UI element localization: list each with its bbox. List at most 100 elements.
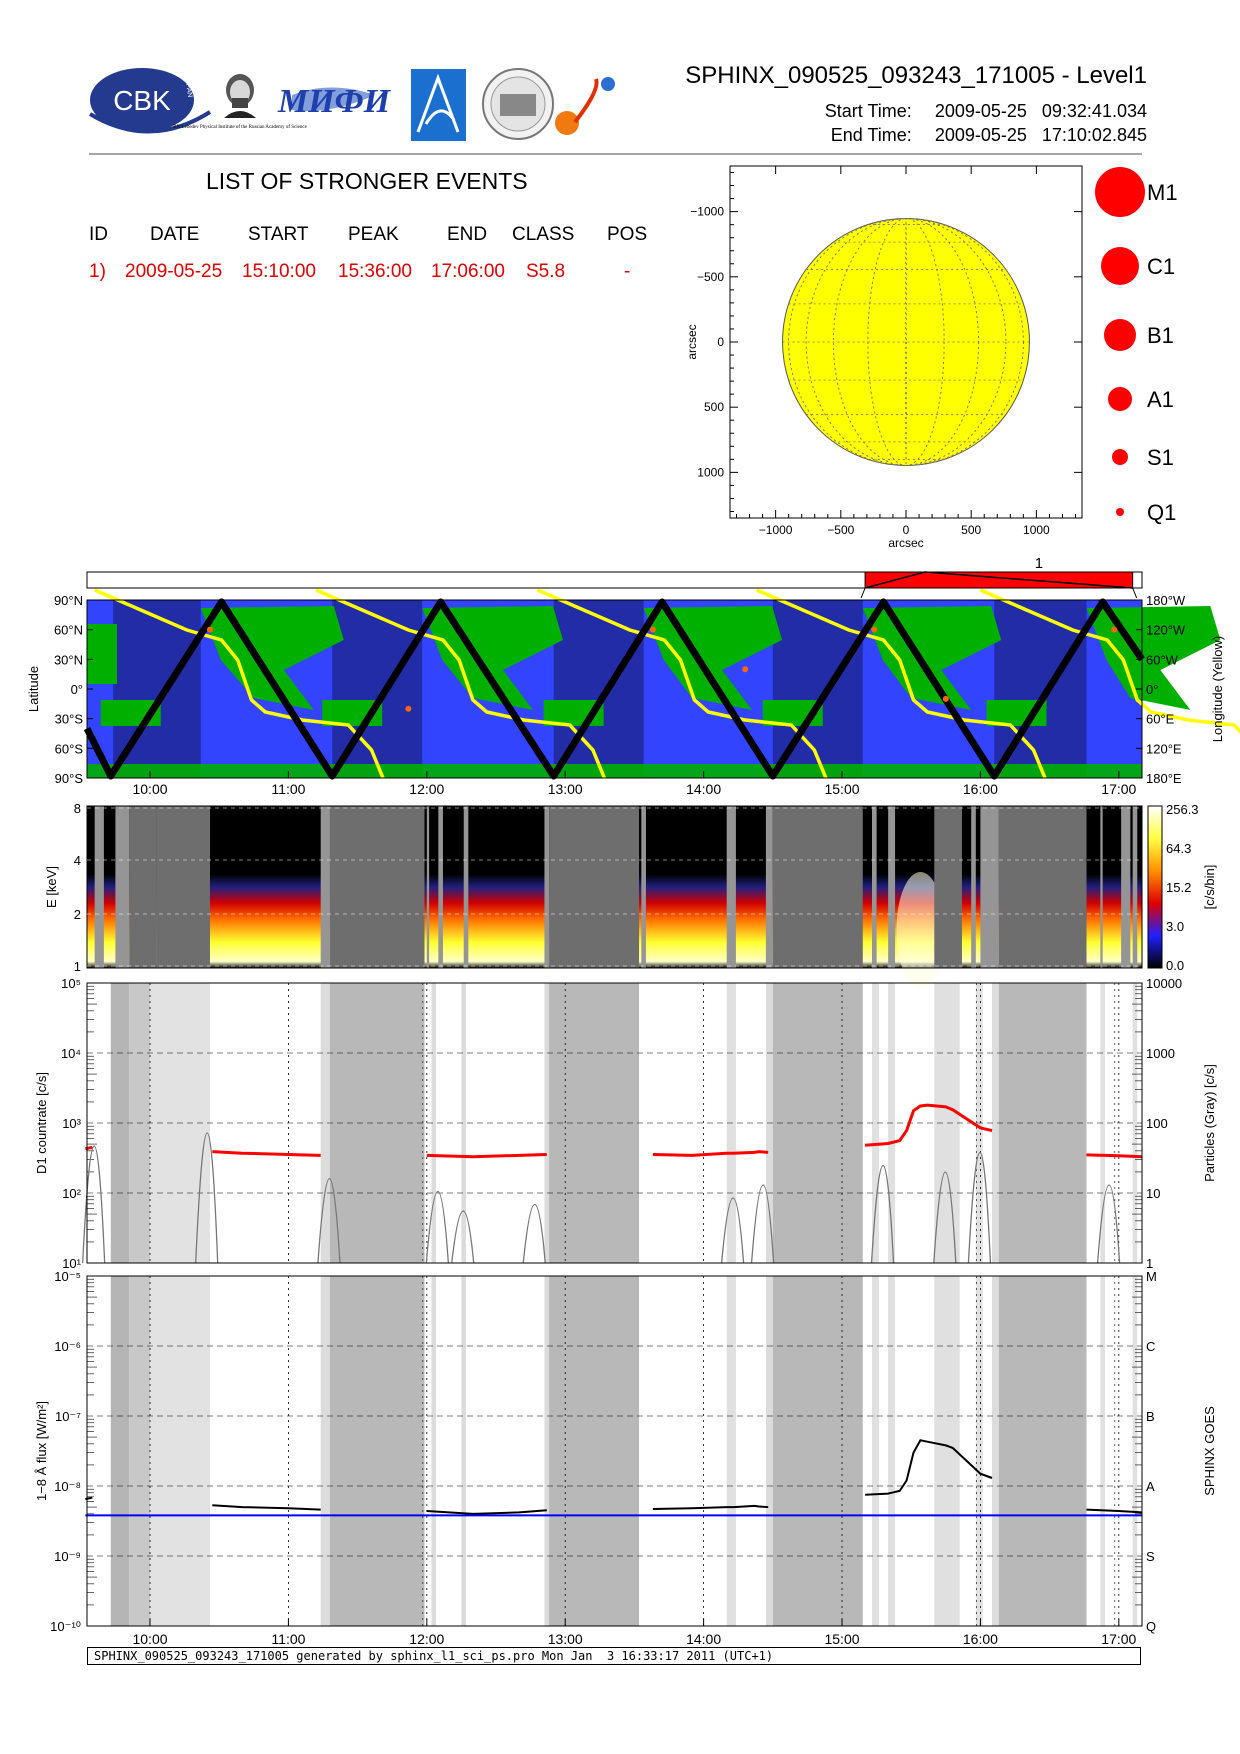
lat-tick-label: 0° bbox=[71, 682, 83, 697]
particle-spike bbox=[967, 1151, 992, 1264]
lon-tick-label: 180°W bbox=[1146, 593, 1186, 608]
series-line-sphinx bbox=[865, 1439, 993, 1496]
series-line-sphinx bbox=[1086, 1508, 1142, 1514]
y-tick-label: −500 bbox=[697, 270, 724, 284]
mifi-logo: МИФИ bbox=[277, 83, 392, 120]
series-line-sphinx bbox=[212, 1504, 321, 1511]
data-gap bbox=[726, 806, 736, 968]
data-gap bbox=[129, 806, 157, 968]
orbit-y2-label: Longitude (Yellow) bbox=[1210, 636, 1225, 742]
y2-tick-label: 10000 bbox=[1146, 976, 1182, 991]
time-tick-label: 15:00 bbox=[824, 781, 859, 797]
time-tick-label: 17:00 bbox=[1101, 781, 1136, 797]
time-tick-label: 14:00 bbox=[686, 781, 721, 797]
seal-logo bbox=[482, 68, 554, 140]
data-gap bbox=[998, 806, 1087, 968]
lat-tick-label: 60°N bbox=[54, 623, 83, 638]
lon-tick-label: 180°E bbox=[1146, 771, 1182, 786]
track-hotspot bbox=[206, 626, 213, 633]
particle-spike bbox=[195, 1132, 219, 1264]
particle-spike bbox=[425, 1191, 449, 1264]
y2-tick-label: B bbox=[1146, 1409, 1155, 1424]
energy-tick-label: 8 bbox=[74, 801, 81, 816]
event-bar-profile bbox=[864, 571, 1133, 589]
lat-tick-label: 60°S bbox=[55, 741, 84, 756]
y-axis-label: 1−8 Å flux [W/m²] bbox=[34, 1401, 49, 1501]
legend-dot-s1 bbox=[1112, 449, 1128, 465]
colorbar-tick-label: 256.3 bbox=[1166, 802, 1199, 817]
data-gap bbox=[115, 806, 130, 968]
shading-band bbox=[431, 1276, 437, 1626]
event-id: 1) bbox=[89, 261, 106, 282]
shading-band bbox=[991, 983, 999, 1263]
cbk-logo-subtext: PAN bbox=[184, 83, 193, 98]
data-gap bbox=[320, 806, 330, 968]
energy-tick-label: 2 bbox=[74, 907, 81, 922]
shading-band bbox=[1100, 1276, 1105, 1626]
event-bar-span bbox=[864, 571, 1134, 589]
shading-band bbox=[129, 1276, 151, 1626]
x-tick-label: −500 bbox=[827, 523, 854, 537]
legend-label-a1: A1 bbox=[1147, 387, 1174, 412]
shading-band bbox=[320, 983, 330, 1263]
y-tick-label: 10⁵ bbox=[61, 976, 81, 991]
series-line-red bbox=[864, 1103, 993, 1147]
lat-tick-label: 30°S bbox=[55, 712, 84, 727]
footer-box: SPHINX_090525_093243_171005 generated by… bbox=[87, 1647, 1141, 1665]
colorbar-tick-label: 64.3 bbox=[1166, 841, 1191, 856]
panel-frame bbox=[86, 1275, 1143, 1627]
energy-tick-label: 1 bbox=[74, 959, 81, 974]
x-tick-label: 0 bbox=[903, 523, 910, 537]
footer-text: SPHINX_090525_093243_171005 generated by… bbox=[94, 1649, 774, 1663]
particle-spike bbox=[933, 1171, 957, 1264]
events-header: ID DATE START PEAK END CLASS POS bbox=[0, 224, 700, 248]
x-tick-label: −1000 bbox=[759, 523, 793, 537]
shading-band bbox=[461, 1276, 467, 1626]
data-gap bbox=[94, 806, 104, 968]
satellite-track bbox=[83, 598, 1145, 780]
colorbar-tick-label: 0.0 bbox=[1166, 958, 1184, 973]
data-gap bbox=[888, 806, 896, 968]
shading-band bbox=[150, 1276, 210, 1626]
data-gap bbox=[1132, 806, 1138, 968]
x-tick-label: 1000 bbox=[1023, 523, 1050, 537]
particle-spike bbox=[317, 1177, 341, 1264]
lat-tick-label: 30°N bbox=[54, 652, 83, 667]
time-tick-label: 16:00 bbox=[963, 781, 998, 797]
event-bar: 1 bbox=[86, 555, 1143, 599]
time-tick-label: 17:00 bbox=[1101, 1631, 1136, 1647]
legend-dot-q1 bbox=[1116, 508, 1124, 516]
x-tick-label: 500 bbox=[961, 523, 981, 537]
time-tick-label: 15:00 bbox=[824, 1631, 859, 1647]
colorbar bbox=[1147, 805, 1163, 969]
time-tick-label: 14:00 bbox=[686, 1631, 721, 1647]
shading-band bbox=[872, 1276, 879, 1626]
flare-brightening bbox=[896, 872, 945, 988]
track-hotspot bbox=[742, 666, 749, 673]
y2-tick-label: 1 bbox=[1146, 1256, 1153, 1271]
event-bar-id: 1 bbox=[1035, 555, 1043, 572]
y-tick-label: 500 bbox=[704, 400, 724, 414]
y2-tick-label: 1000 bbox=[1146, 1046, 1175, 1061]
lon-tick-label: 60°E bbox=[1146, 712, 1175, 727]
longitude-curve bbox=[979, 588, 1240, 734]
event-start: 15:10:00 bbox=[242, 261, 316, 282]
spectrogram-frame bbox=[86, 805, 1143, 969]
data-gap bbox=[1121, 806, 1131, 968]
col-peak: PEAK bbox=[348, 224, 399, 245]
report-title: SPHINX_090525_093243_171005 - Level1 bbox=[685, 62, 1147, 89]
col-end: END bbox=[447, 224, 488, 245]
event-bar-tick bbox=[1132, 587, 1138, 599]
event-date: 2009-05-25 bbox=[125, 261, 223, 282]
start-time-line: Start Time: 2009-05-25 09:32:41.034 bbox=[825, 101, 1147, 122]
goes-flux-panel: 10⁻¹⁰ Q 10⁻⁹ S 10⁻⁸ A 10⁻⁷ B 10⁻⁶ C 10⁻⁵ M 1−8 Å flu… bbox=[34, 1269, 1217, 1647]
time-tick-label: 12:00 bbox=[409, 1631, 444, 1647]
shading-band bbox=[329, 1276, 425, 1626]
data-gap bbox=[426, 806, 430, 968]
col-date: DATE bbox=[150, 224, 200, 245]
start-time-value: 2009-05-25 09:32:41.034 bbox=[934, 101, 1147, 121]
time-tick-label: 13:00 bbox=[548, 781, 583, 797]
y-tick-label: 10⁴ bbox=[61, 1046, 81, 1061]
y-tick-label: 10⁻¹⁰ bbox=[50, 1619, 81, 1634]
y2-axis-label: SPHINX GOES bbox=[1202, 1406, 1217, 1496]
